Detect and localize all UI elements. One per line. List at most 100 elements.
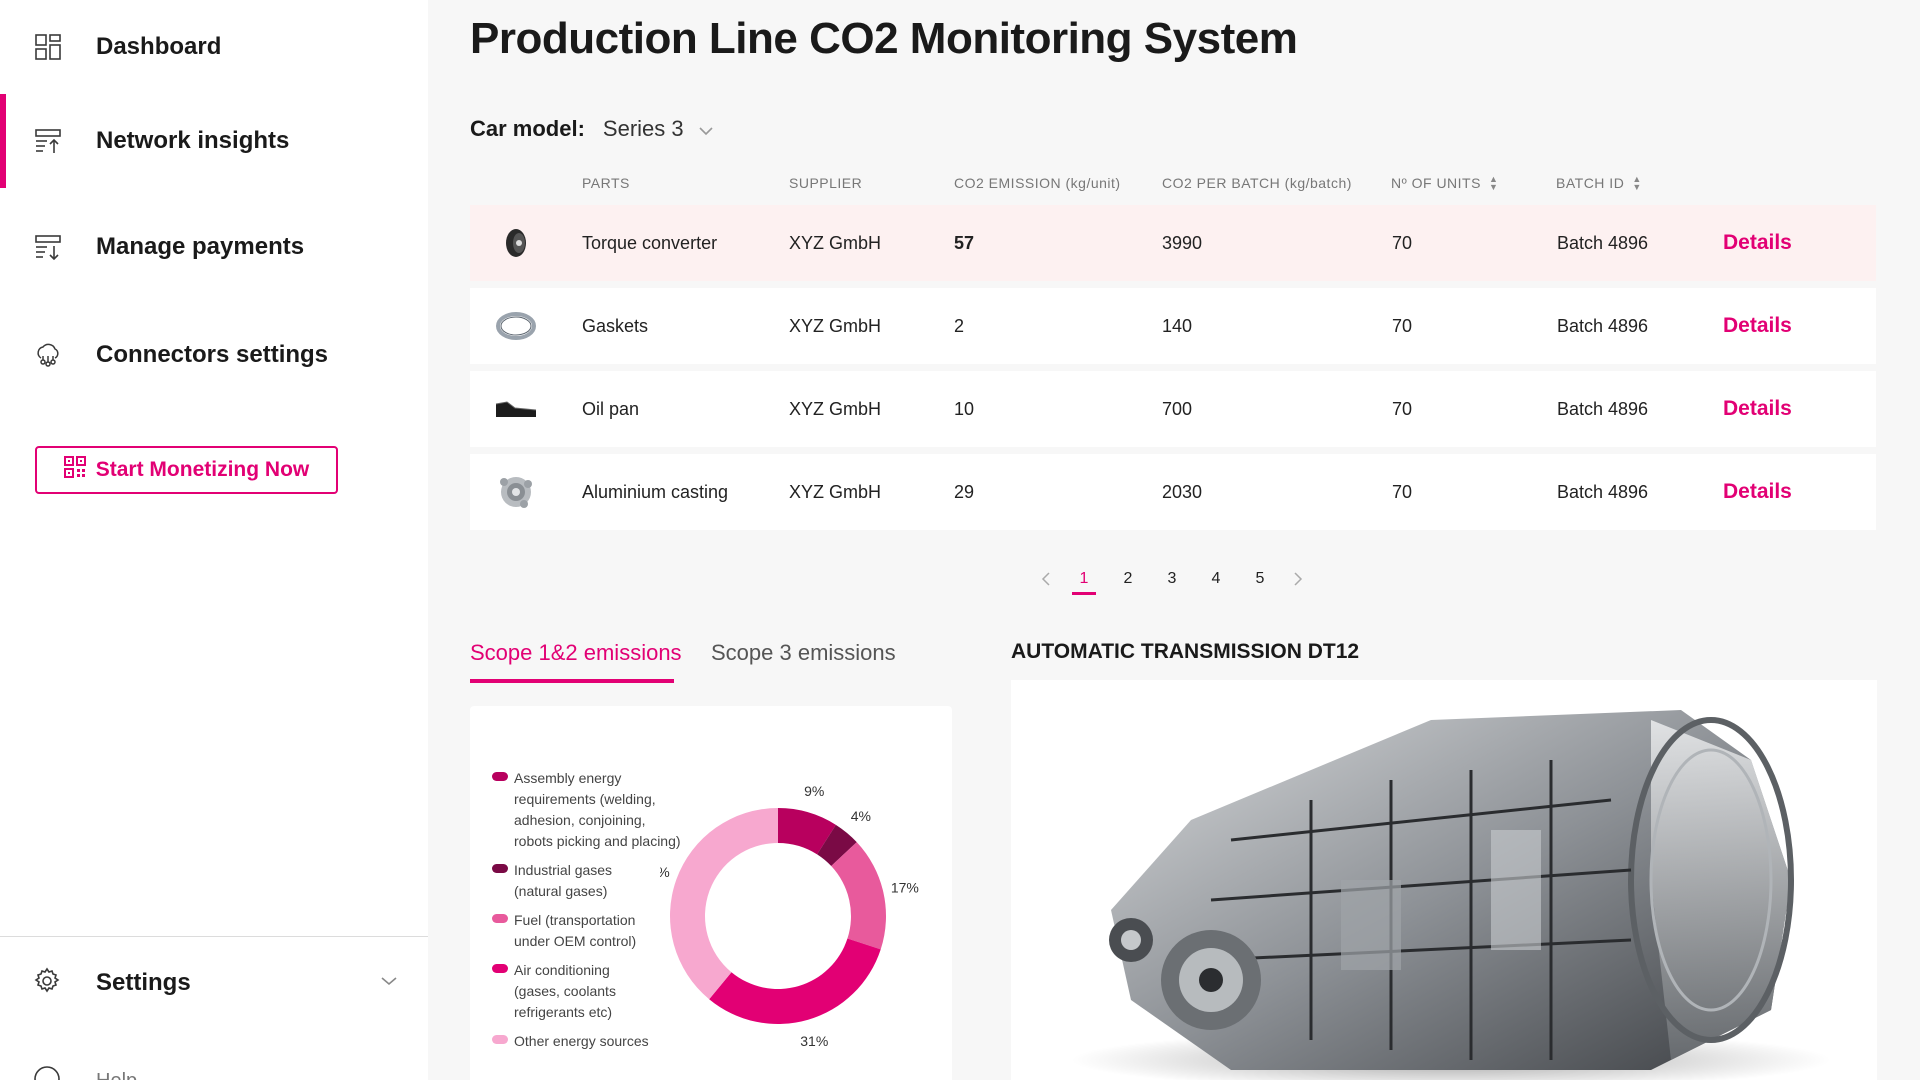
pagination-page-4[interactable]: 4: [1211, 570, 1221, 587]
column-header-batch-id[interactable]: BATCH ID ▲ ▼: [1556, 174, 1642, 192]
column-header-units[interactable]: Nº OF UNITS ▲ ▼: [1391, 174, 1499, 192]
co2-emission: 10: [954, 398, 975, 419]
sidebar-item-dashboard[interactable]: Dashboard: [0, 0, 428, 94]
donut-slice: [709, 938, 881, 1024]
part-name: Torque converter: [582, 232, 718, 253]
table-row[interactable]: Gaskets XYZ GmbH 2 140 70 Batch 4896 Det…: [470, 288, 1876, 364]
details-link[interactable]: Details: [1723, 314, 1792, 337]
legend-label: Industrial gases (natural gases): [514, 860, 612, 902]
table-row[interactable]: Torque converter XYZ GmbH 57 3990 70 Bat…: [470, 205, 1876, 281]
column-header-supplier: SUPPLIER: [789, 175, 862, 191]
start-monetizing-button[interactable]: Start Monetizing Now: [35, 446, 338, 494]
part-name: Gaskets: [582, 315, 649, 336]
torque-converter-icon: [488, 215, 544, 271]
legend-item-other-energy: Other energy sources: [492, 1031, 712, 1052]
legend-label: Assembly energy requirements (welding, a…: [514, 768, 681, 852]
product-title: AUTOMATIC TRANSMISSION DT12: [1011, 640, 1360, 663]
legend-line: refrigerants etc): [514, 1004, 613, 1020]
help-icon: [32, 1064, 62, 1080]
table-row[interactable]: Aluminium casting XYZ GmbH 29 2030 70 Ba…: [470, 454, 1876, 530]
co2-per-batch: 2030: [1162, 481, 1203, 502]
aluminium-casting-icon: [488, 464, 544, 520]
pagination-page-3[interactable]: 3: [1167, 570, 1177, 587]
pagination-prev-button[interactable]: [1031, 564, 1061, 594]
legend-line: robots picking and placing): [514, 833, 681, 849]
legend-swatch: [492, 772, 508, 781]
donut-slice: [778, 808, 836, 855]
donut-slice-label: 9%: [804, 783, 824, 799]
column-header-label: CO2 EMISSION (kg/unit): [954, 175, 1121, 191]
legend-line: Air conditioning: [514, 962, 610, 978]
donut-slice-label: 4%: [851, 808, 871, 824]
part-name: Oil pan: [582, 398, 640, 419]
sidebar-item-help[interactable]: Help: [0, 1060, 428, 1080]
page-title: Production Line CO2 Monitoring System: [470, 14, 1298, 63]
pagination-next-button[interactable]: [1283, 564, 1313, 594]
pagination-page-1[interactable]: 1: [1069, 564, 1099, 595]
chevron-down-icon[interactable]: [380, 974, 398, 992]
active-tab-indicator: [470, 679, 674, 683]
chevron-left-icon: [1041, 572, 1050, 586]
legend-line: requirements (welding,: [514, 791, 656, 807]
legend-item-fuel: Fuel (transportation under OEM control): [492, 910, 712, 952]
donut-slice: [817, 824, 857, 867]
legend-line: adhesion, conjoining,: [514, 812, 646, 828]
legend-line: (natural gases): [514, 883, 608, 899]
co2-per-batch: 700: [1162, 398, 1193, 419]
donut-slice: [670, 808, 778, 1000]
sidebar-item-label: Manage payments: [96, 233, 305, 260]
legend-swatch: [492, 914, 508, 923]
legend-swatch: [492, 864, 508, 873]
details-link[interactable]: Details: [1723, 480, 1792, 503]
legend-line: (gases, coolants: [514, 983, 616, 999]
sort-icon[interactable]: ▲ ▼: [1632, 174, 1642, 192]
car-model-dropdown[interactable]: Series 3: [603, 116, 714, 142]
tab-scope-1-2[interactable]: Scope 1&2 emissions: [470, 640, 682, 665]
dashboard-icon: [32, 31, 64, 63]
sidebar-item-manage-payments[interactable]: Manage payments: [0, 200, 428, 294]
co2-emission: 29: [954, 481, 975, 502]
column-header-label: PARTS: [582, 175, 630, 191]
units: 70: [1392, 315, 1413, 336]
legend-line: Fuel (transportation: [514, 912, 636, 928]
batch-id: Batch 4896: [1557, 398, 1649, 419]
pagination-page-2[interactable]: 2: [1123, 570, 1133, 587]
legend-line: Assembly energy: [514, 770, 622, 786]
chevron-right-icon: [1294, 572, 1303, 586]
car-model-selector: Car model: Series 3: [470, 116, 714, 142]
units: 70: [1392, 398, 1413, 419]
details-link[interactable]: Details: [1723, 231, 1792, 254]
sidebar-item-settings[interactable]: Settings: [0, 946, 428, 1020]
sidebar-item-connectors-settings[interactable]: Connectors settings: [0, 308, 428, 402]
tab-scope-3[interactable]: Scope 3 emissions: [711, 640, 896, 665]
chart-legend: Assembly energy requirements (welding, a…: [492, 768, 712, 1060]
legend-item-assembly-energy: Assembly energy requirements (welding, a…: [492, 768, 712, 852]
sort-icon[interactable]: ▲ ▼: [1488, 174, 1499, 192]
column-header-label: CO2 PER BATCH (kg/batch): [1162, 175, 1352, 191]
table-row[interactable]: Oil pan XYZ GmbH 10 700 70 Batch 4896 De…: [470, 371, 1876, 447]
legend-label: Other energy sources: [514, 1031, 649, 1052]
supplier: XYZ GmbH: [789, 398, 882, 419]
sidebar: Dashboard Network insights Manage paymen…: [0, 0, 428, 1080]
units: 70: [1392, 232, 1413, 253]
donut-slice-label: 39%: [660, 864, 670, 880]
legend-item-industrial-gases: Industrial gases (natural gases): [492, 860, 712, 902]
details-link[interactable]: Details: [1723, 397, 1792, 420]
donut-slice-label: 31%: [800, 1033, 828, 1049]
sidebar-item-network-insights[interactable]: Network insights: [0, 94, 428, 188]
co2-emission: 57: [954, 232, 975, 253]
car-model-value: Series 3: [602, 116, 684, 141]
column-header-parts: PARTS: [582, 175, 630, 191]
supplier: XYZ GmbH: [789, 315, 882, 336]
part-name: Aluminium casting: [582, 481, 729, 502]
column-header-co2-emission: CO2 EMISSION (kg/unit): [954, 175, 1121, 191]
pagination-page-5[interactable]: 5: [1255, 570, 1265, 587]
donut-slice-label: 17%: [891, 880, 919, 896]
legend-label: Fuel (transportation under OEM control): [514, 910, 636, 952]
supplier: XYZ GmbH: [789, 232, 882, 253]
column-header-label: SUPPLIER: [789, 175, 863, 191]
sidebar-item-label: Network insights: [96, 127, 290, 154]
gear-icon: [32, 966, 62, 1001]
co2-per-batch: 3990: [1162, 232, 1203, 253]
payments-icon: [32, 231, 64, 263]
